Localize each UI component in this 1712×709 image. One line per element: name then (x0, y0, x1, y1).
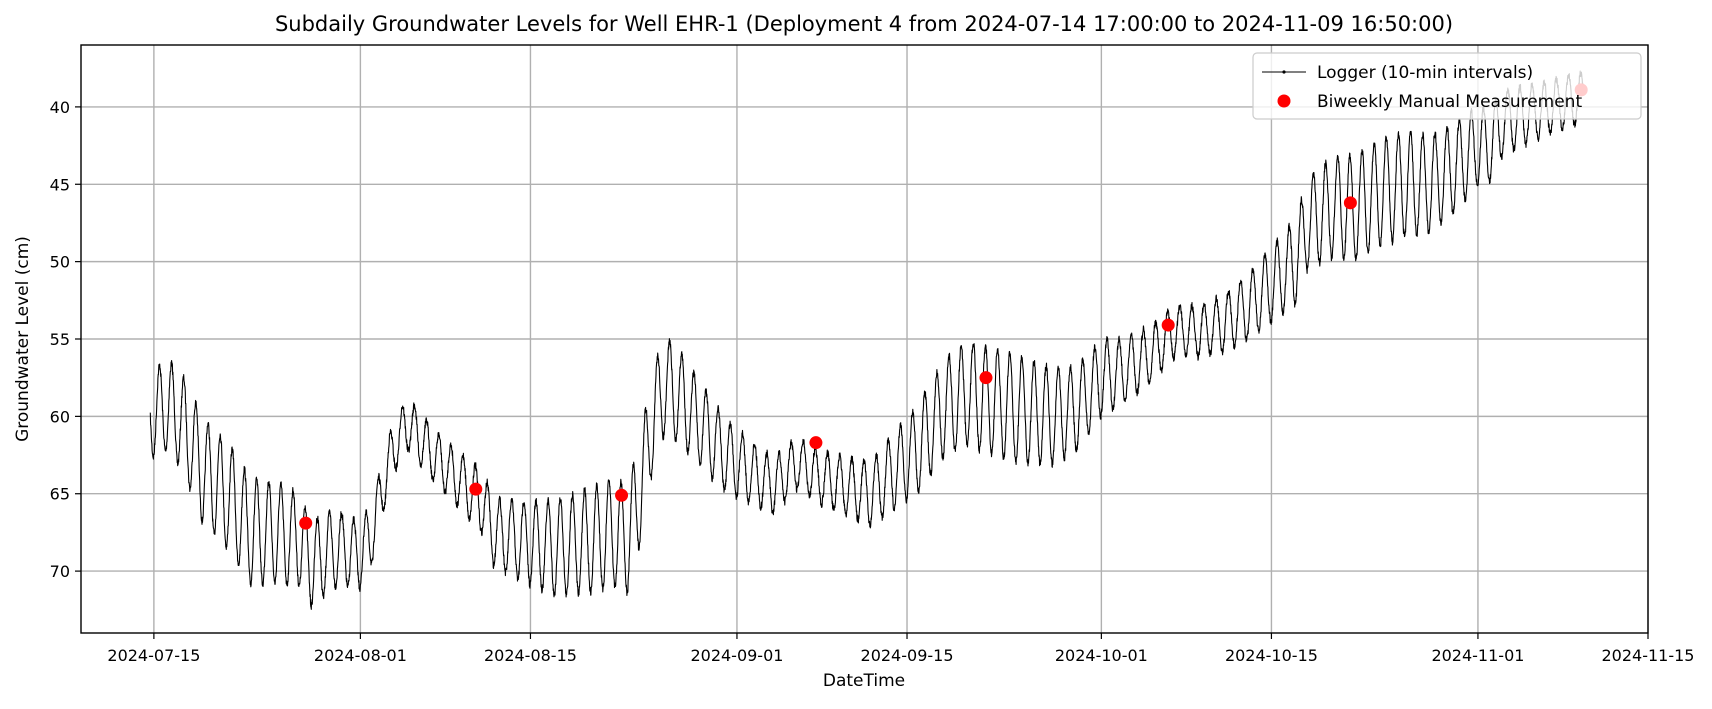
manual-measurement-point (299, 516, 313, 530)
x-tick-label: 2024-08-01 (314, 646, 407, 665)
y-tick-label: 65 (50, 485, 70, 504)
manual-series (299, 83, 1588, 530)
legend-entry-manual: Biweekly Manual Measurement (1277, 92, 1582, 112)
manual-measurement-point (809, 436, 823, 450)
legend-label-logger: Logger (10-min intervals) (1317, 63, 1533, 83)
x-tick-label: 2024-07-15 (107, 646, 200, 665)
manual-measurement-point (615, 488, 629, 502)
y-tick-label: 50 (50, 253, 70, 272)
x-axis-label: DateTime (823, 671, 905, 691)
legend-entry-logger: Logger (10-min intervals) (1262, 63, 1533, 83)
legend: Logger (10-min intervals) Biweekly Manua… (1252, 52, 1642, 120)
y-tick-label: 70 (50, 562, 70, 581)
x-tick-label: 2024-08-15 (484, 646, 577, 665)
chart-title: Subdaily Groundwater Levels for Well EHR… (275, 12, 1453, 36)
y-tick-label: 45 (50, 175, 70, 194)
logger-line (149, 70, 1585, 610)
x-tick-label: 2024-09-01 (690, 646, 783, 665)
manual-measurement-point (1343, 196, 1357, 210)
manual-measurement-point (469, 482, 483, 496)
manual-measurement-point (979, 371, 993, 385)
x-tick-label: 2024-09-15 (861, 646, 954, 665)
y-axis-label: Groundwater Level (cm) (13, 236, 33, 442)
y-tick-label: 40 (50, 98, 70, 117)
legend-box (1252, 52, 1642, 120)
y-tick-label: 60 (50, 407, 70, 426)
legend-label-manual: Biweekly Manual Measurement (1317, 92, 1582, 112)
y-axis: 40 45 50 55 60 65 70 (50, 98, 81, 581)
x-tick-label: 2024-10-15 (1225, 646, 1318, 665)
grid-lines (81, 45, 1649, 633)
legend-marker-logger (1282, 70, 1286, 74)
y-tick-label: 55 (50, 330, 70, 349)
legend-marker-manual (1277, 94, 1291, 108)
x-axis: 2024-07-15 2024-08-01 2024-08-15 2024-09-01… (107, 633, 1694, 665)
x-tick-label: 2024-10-01 (1055, 646, 1148, 665)
x-tick-label: 2024-11-15 (1602, 646, 1695, 665)
x-tick-label: 2024-11-01 (1431, 646, 1524, 665)
logger-series (149, 70, 1585, 610)
manual-measurement-point (1161, 318, 1175, 332)
